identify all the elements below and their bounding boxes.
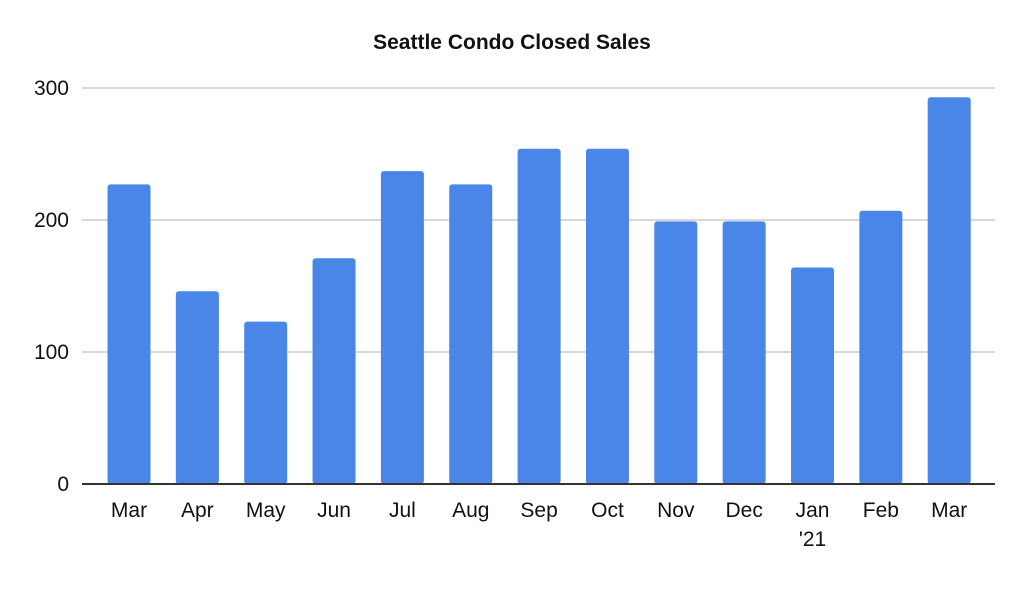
x-tick-label: May	[246, 499, 286, 522]
x-tick-label: Jun	[317, 499, 351, 522]
y-tick-label: 200	[34, 209, 69, 232]
y-tick-label: 300	[34, 77, 69, 100]
chart-title: Seattle Condo Closed Sales	[373, 31, 651, 54]
bar	[791, 267, 834, 484]
bars	[107, 97, 971, 485]
bar	[722, 221, 766, 484]
bar	[654, 221, 698, 484]
x-tick-label: Oct	[591, 499, 624, 522]
bar	[449, 184, 493, 485]
x-tick-label: Apr	[181, 499, 214, 522]
x-axis-ticks: Mar Apr May Jun Jul Aug Sep Oct Nov Dec Jan '21 Feb M…	[111, 499, 967, 551]
x-tick-label: Sep	[520, 499, 557, 522]
y-axis-ticks: 0 100 200 300	[34, 77, 69, 496]
bar	[859, 210, 903, 484]
bar	[517, 148, 561, 484]
x-tick-label: Jan '21	[796, 499, 830, 551]
bar	[927, 97, 971, 485]
bar	[175, 291, 219, 484]
y-tick-label: 100	[34, 341, 69, 364]
x-tick-label: Mar	[931, 499, 967, 522]
x-tick-label: Nov	[657, 499, 695, 522]
bar	[107, 184, 151, 485]
bar	[380, 171, 424, 484]
bar	[585, 148, 629, 484]
x-tick-label: Feb	[863, 499, 899, 522]
x-tick-label: Jul	[389, 499, 416, 522]
x-tick-label: Aug	[452, 499, 489, 522]
y-tick-label: 0	[57, 473, 69, 496]
bar	[244, 321, 288, 484]
x-tick-label: Dec	[725, 499, 762, 522]
x-tick-label: Mar	[111, 499, 147, 522]
bar	[312, 258, 356, 484]
